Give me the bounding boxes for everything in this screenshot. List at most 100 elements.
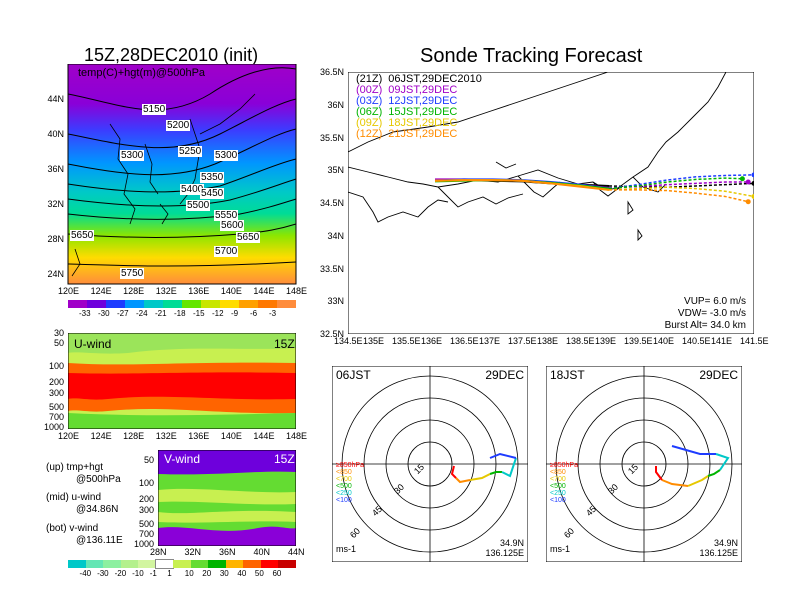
u-wind-y-tick: 100 (48, 361, 64, 371)
burst-alt-value: Burst Alt= 34.0 km (664, 320, 746, 331)
hodograph-plot (545, 365, 743, 563)
hodograph-level-label: <250 (550, 490, 566, 497)
legend-entry: (03Z) 12JST,29DEC (356, 96, 482, 107)
v-wind-x-tick: 32N (184, 547, 202, 557)
colorbar-tick: -30 (98, 309, 110, 318)
u-wind-label: U-wind (74, 337, 112, 351)
note-up: (up) tmp+hgt @500hPa (46, 462, 121, 485)
main-lat-tick: 35.5N (319, 132, 344, 143)
hodograph-unit: ms-1 (336, 544, 356, 554)
legend-time: 06JST,29DEC2010 (388, 73, 482, 85)
u-wind-y-tick: 500 (48, 402, 64, 412)
main-lon-tick: 137.5E (508, 336, 537, 346)
track-forecast-line (609, 189, 749, 203)
hodograph-plot (331, 365, 529, 563)
hodograph-lon: 136.125E (485, 548, 524, 558)
temp-map-lat-tick: 32N (47, 199, 64, 209)
wind-colorbar-tick: 1 (167, 569, 172, 578)
main-lon-tick: 134.5E (334, 336, 363, 346)
v-wind-time: 15Z (274, 452, 295, 466)
u-wind-y-tick: 700 (48, 412, 64, 422)
contour-label: 5600 (220, 220, 245, 231)
u-wind-x-tick: 132E (155, 431, 177, 441)
hodograph-18jst: 18JST 29DEC 15 30 45 60 ≥850hPa <850 <700 <500 <25… (545, 365, 743, 563)
track-endpoint (745, 199, 751, 205)
temp-map-lon-tick: 124E (90, 286, 112, 296)
contour-label-layer: 5150 5200 5250 5300 5300 5350 5400 5450 5500 5550… (68, 64, 296, 284)
wind-colorbar-swatch (103, 560, 121, 568)
contour-label: 5350 (200, 172, 225, 183)
main-lat-tick: 36.5N (319, 67, 344, 77)
u-wind-x-axis: 120E 124E 128E 132E 136E 140E 144E 148E (58, 431, 307, 443)
v-wind-x-tick: 44N (288, 547, 305, 557)
legend-entry: (00Z) 09JST,29DEC (356, 85, 482, 96)
colorbar-swatch (258, 300, 277, 308)
wind-colorbar-tick: -1 (149, 569, 157, 578)
temp-map-lat-tick: 40N (47, 129, 64, 139)
hodograph-segment (661, 479, 689, 487)
contour-label: 5450 (200, 188, 225, 199)
main-lon-tick: 136E (421, 336, 443, 346)
hodograph-segment (489, 452, 517, 459)
temp-map-lat-axis: 44N 40N 36N 32N 28N 24N (40, 64, 66, 284)
hodograph-level-label: <500 (550, 483, 566, 490)
track-forecast-line (608, 186, 754, 198)
track-endpoint (751, 180, 754, 186)
temp-map-subtitle: temp(C)+hgt(m)@500hPa (78, 67, 206, 79)
sonde-tracks (434, 172, 754, 205)
main-lon-tick: 141.5E (740, 336, 769, 346)
main-lon-tick: 135E (363, 336, 385, 346)
main-lat-tick: 34N (327, 230, 344, 241)
temp-map-lat-tick: 24N (47, 269, 64, 279)
track-forecast-line (608, 177, 743, 190)
hodograph-level-label: <700 (336, 476, 352, 483)
hodograph-lon: 136.125E (699, 548, 738, 558)
wind-colorbar-swatch (120, 560, 139, 568)
colorbar-tick: -9 (231, 309, 239, 318)
main-lat-tick: 35N (327, 165, 344, 176)
temp-map-lat-tick: 44N (47, 94, 64, 104)
legend-entry: (12Z) 21JST,29DEC (356, 129, 482, 140)
legend-code: (21Z) (356, 73, 383, 85)
legend-entry: (06Z) 15JST,29DEC (356, 107, 482, 118)
colorbar-tick: -12 (212, 309, 224, 318)
wind-colorbar-swatch (138, 560, 156, 568)
u-wind-x-tick: 124E (90, 431, 112, 441)
hodograph-segment (687, 475, 709, 487)
colorbar-swatch (163, 300, 182, 308)
hodograph-unit: ms-1 (550, 544, 570, 554)
contour-label: 5650 (70, 230, 95, 241)
v-wind-x-axis: 28N 32N 36N 40N 44N (150, 547, 305, 559)
track-endpoint (751, 193, 754, 199)
colorbar-swatch (106, 300, 125, 308)
legend-time: 21JST,29DEC (388, 128, 458, 140)
hodograph-segment (715, 453, 730, 471)
u-wind-y-tick: 1000 (43, 422, 64, 432)
colorbar-tick: -18 (174, 309, 186, 318)
colorbar-tick: -15 (193, 309, 205, 318)
hodograph-segment (489, 471, 502, 475)
v-wind-x-tick: 40N (253, 547, 271, 557)
u-wind-x-tick: 144E (253, 431, 275, 441)
track-endpoint (751, 172, 754, 178)
hodograph-time: 06JST (336, 368, 371, 382)
colorbar-tick: -24 (136, 309, 148, 318)
main-lon-tick: 138E (537, 336, 559, 346)
hodograph-date: 29DEC (485, 368, 524, 382)
temp-map-title: 15Z,28DEC2010 (init) (84, 45, 259, 65)
wind-colorbar-swatch (85, 560, 104, 568)
sonde-params: VUP= 6.0 m/s VDW= -3.0 m/s Burst Alt= 34… (642, 296, 746, 332)
colorbar-swatch (87, 300, 106, 308)
track-legend: (21Z) 06JST,29DEC2010 (00Z) 09JST,29DEC (03Z… (356, 74, 482, 140)
u-wind-x-tick: 136E (188, 431, 210, 441)
track-endpoint (745, 179, 751, 185)
main-lat-tick: 33N (327, 296, 344, 307)
v-wind-y-tick: 50 (143, 455, 154, 465)
vdw-value: VDW= -3.0 m/s (677, 308, 746, 319)
colorbar-swatch (239, 300, 258, 308)
temp-colorbar: -33 -30 -27 -24 -21 -18 -15 -12 -9 -6 -3 (68, 300, 296, 322)
colorbar-swatch (277, 300, 296, 308)
track-forecast-line (608, 174, 754, 190)
u-wind-y-tick: 30 (53, 328, 64, 338)
temp-map-lon-tick: 128E (123, 286, 145, 296)
